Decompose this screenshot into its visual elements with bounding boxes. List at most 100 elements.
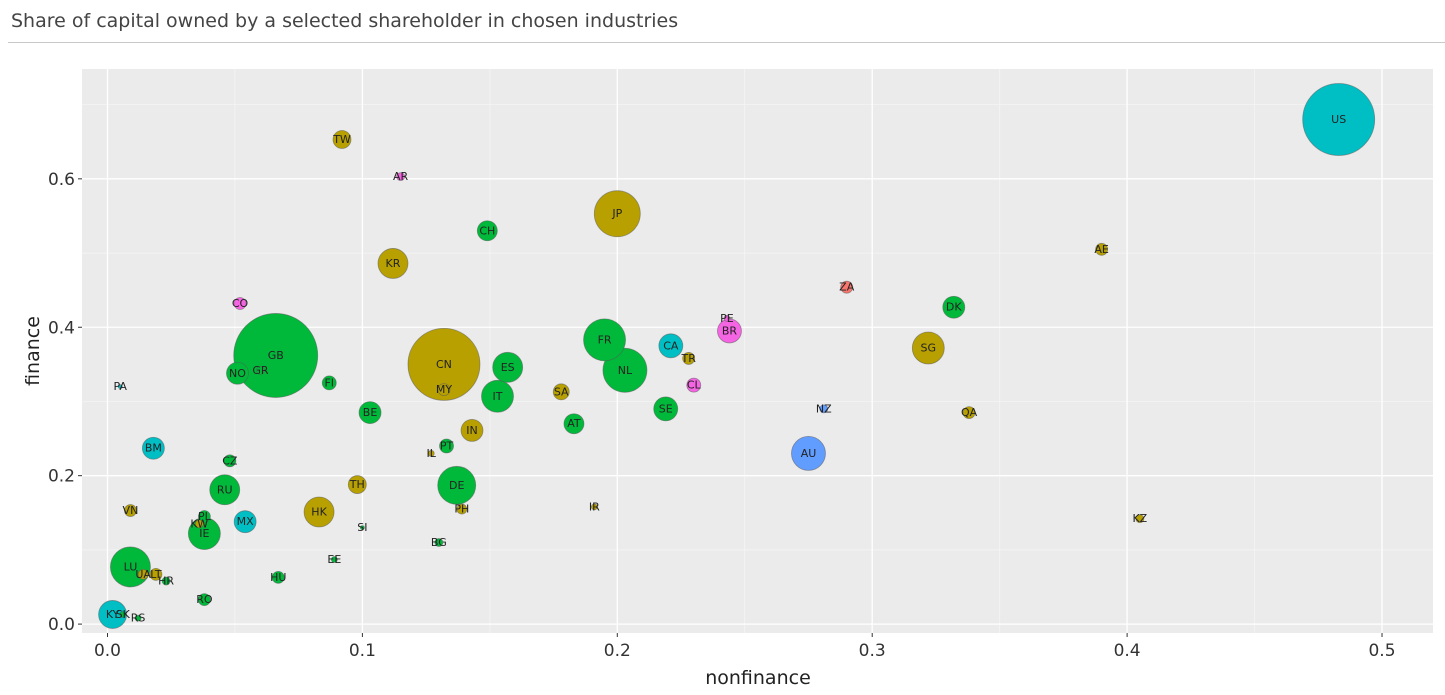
data-point-label: AR bbox=[393, 170, 409, 183]
data-point bbox=[209, 474, 241, 506]
data-point-label: CA bbox=[663, 339, 679, 352]
data-point bbox=[434, 538, 444, 547]
data-point-label: AT bbox=[567, 417, 581, 430]
data-point bbox=[492, 351, 524, 383]
data-point-label: IR bbox=[589, 500, 600, 513]
data-point-label: RU bbox=[217, 483, 233, 496]
x-tick-label: 0.3 bbox=[859, 641, 886, 661]
data-point-label: TH bbox=[349, 478, 365, 491]
data-point-label: IT bbox=[493, 390, 503, 403]
data-point-label: SE bbox=[659, 402, 673, 415]
data-point bbox=[942, 295, 966, 319]
data-point-label: GB bbox=[268, 349, 284, 362]
data-point bbox=[134, 614, 142, 622]
data-point bbox=[197, 593, 211, 607]
data-point-label: SI bbox=[357, 521, 367, 534]
data-point-label: BE bbox=[363, 406, 378, 419]
data-point-label: NZ bbox=[816, 402, 832, 415]
data-point-label: JP bbox=[611, 207, 622, 220]
x-tick-label: 0.0 bbox=[94, 641, 121, 661]
data-point bbox=[117, 384, 123, 390]
data-point-label: BR bbox=[722, 324, 738, 337]
grid-lines bbox=[82, 69, 1433, 633]
data-point-label: BG bbox=[431, 536, 447, 549]
data-point-label: CL bbox=[687, 379, 702, 392]
data-point bbox=[686, 377, 702, 393]
y-tick-label: 0.6 bbox=[48, 170, 75, 190]
data-point-label: SG bbox=[921, 342, 937, 355]
data-point bbox=[124, 504, 137, 517]
data-point bbox=[396, 172, 406, 182]
data-point bbox=[98, 600, 127, 629]
data-point-label: CO bbox=[232, 297, 249, 310]
data-point-label: HU bbox=[270, 571, 286, 584]
data-point bbox=[456, 503, 468, 515]
data-point bbox=[194, 519, 204, 529]
data-point bbox=[658, 333, 684, 359]
data-point-label: UA bbox=[135, 568, 151, 581]
data-point bbox=[460, 419, 484, 442]
data-point-label: EE bbox=[327, 553, 341, 566]
x-axis-label: nonfinance bbox=[705, 667, 811, 689]
data-point-label: CH bbox=[479, 224, 495, 237]
data-point-label: KZ bbox=[1132, 512, 1147, 525]
data-point bbox=[911, 331, 945, 365]
data-point bbox=[271, 570, 285, 584]
y-axis-ticks: 0.0 0.2 0.4 0.6 bbox=[48, 170, 82, 635]
data-point bbox=[149, 567, 163, 581]
data-point bbox=[377, 248, 409, 279]
title-divider bbox=[8, 42, 1445, 43]
data-point bbox=[233, 297, 247, 310]
data-point bbox=[137, 568, 149, 580]
data-point bbox=[233, 313, 319, 398]
data-point bbox=[962, 406, 976, 419]
x-tick-label: 0.2 bbox=[604, 641, 631, 661]
data-point-label: PH bbox=[454, 503, 469, 516]
data-point bbox=[407, 327, 481, 401]
data-point-label: RO bbox=[196, 593, 213, 606]
data-points bbox=[98, 83, 1376, 629]
data-point bbox=[437, 383, 451, 396]
data-point bbox=[330, 556, 338, 563]
data-point-label: SK bbox=[116, 608, 131, 621]
data-point-label: FI bbox=[324, 376, 334, 389]
data-point-label: CN bbox=[436, 358, 452, 371]
x-axis-ticks: 0.0 0.1 0.2 0.3 0.4 0.5 bbox=[94, 633, 1396, 661]
x-tick-label: 0.1 bbox=[349, 641, 376, 661]
data-point bbox=[226, 361, 249, 385]
data-point-label: KY bbox=[106, 608, 120, 621]
data-point-label: DK bbox=[946, 301, 962, 314]
data-point-label: KW bbox=[190, 517, 208, 530]
data-point-label: US bbox=[1331, 113, 1346, 126]
data-point bbox=[223, 454, 237, 468]
data-point bbox=[791, 436, 826, 471]
data-point bbox=[593, 190, 641, 238]
data-point-label: QA bbox=[961, 406, 978, 419]
data-point bbox=[1095, 242, 1109, 256]
data-point bbox=[358, 401, 382, 424]
data-point bbox=[590, 503, 598, 511]
data-point-label: ZA bbox=[839, 281, 855, 294]
data-point-label: KR bbox=[386, 257, 401, 270]
data-point-label: HK bbox=[311, 506, 327, 519]
data-point bbox=[347, 475, 367, 494]
data-point-label: ES bbox=[501, 361, 515, 374]
data-point bbox=[583, 318, 626, 362]
data-point-label: DE bbox=[449, 479, 464, 492]
data-point bbox=[481, 379, 514, 413]
data-point bbox=[141, 436, 165, 460]
data-point-label: IL bbox=[427, 447, 437, 460]
data-point bbox=[602, 347, 648, 393]
y-tick-label: 0.2 bbox=[48, 467, 75, 487]
data-point bbox=[303, 496, 335, 528]
data-point bbox=[161, 576, 171, 586]
data-point-label: MX bbox=[237, 515, 254, 528]
chart-header: Share of capital owned by a selected sha… bbox=[0, 0, 1445, 44]
x-tick-label: 0.4 bbox=[1114, 641, 1141, 661]
data-point-label: CZ bbox=[222, 454, 238, 467]
data-point bbox=[437, 465, 477, 505]
data-point-label: NO bbox=[229, 367, 246, 380]
data-point-label: AE bbox=[1094, 243, 1109, 256]
chart-title: Share of capital owned by a selected sha… bbox=[11, 10, 679, 32]
